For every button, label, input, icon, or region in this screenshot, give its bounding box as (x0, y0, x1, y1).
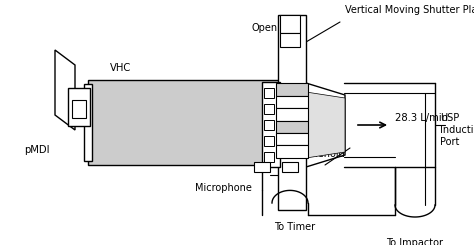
Text: Solenoid: Solenoid (303, 149, 345, 159)
Bar (276, 121, 308, 133)
Bar (264, 152, 274, 162)
Bar (280, 15, 300, 33)
Bar (72, 100, 86, 118)
Bar (276, 96, 308, 108)
Bar (276, 133, 308, 145)
Bar (276, 108, 308, 121)
Bar (84, 84, 92, 161)
Bar (264, 120, 274, 130)
Bar (278, 15, 306, 210)
Text: Vertical Moving Shutter Plate: Vertical Moving Shutter Plate (345, 5, 474, 15)
Bar (68, 88, 90, 126)
Bar (276, 145, 308, 158)
Polygon shape (306, 83, 345, 167)
Bar (282, 162, 298, 172)
Bar (254, 162, 270, 172)
Bar (264, 104, 274, 114)
Bar (264, 136, 274, 146)
Text: To Timer: To Timer (274, 222, 316, 232)
Text: USP
Induction
Port: USP Induction Port (440, 113, 474, 147)
Text: 28.3 L/min: 28.3 L/min (395, 113, 448, 123)
Bar (276, 83, 308, 96)
Bar (280, 33, 300, 47)
Bar (88, 80, 283, 165)
Text: pMDI: pMDI (25, 145, 50, 155)
Text: VHC: VHC (110, 63, 131, 73)
Text: Opening: Opening (252, 23, 293, 33)
Polygon shape (55, 50, 75, 130)
Bar (264, 88, 274, 98)
Text: To Impactor: To Impactor (386, 238, 444, 245)
Polygon shape (306, 92, 345, 158)
Text: Microphone: Microphone (195, 183, 252, 193)
Bar (262, 82, 280, 167)
